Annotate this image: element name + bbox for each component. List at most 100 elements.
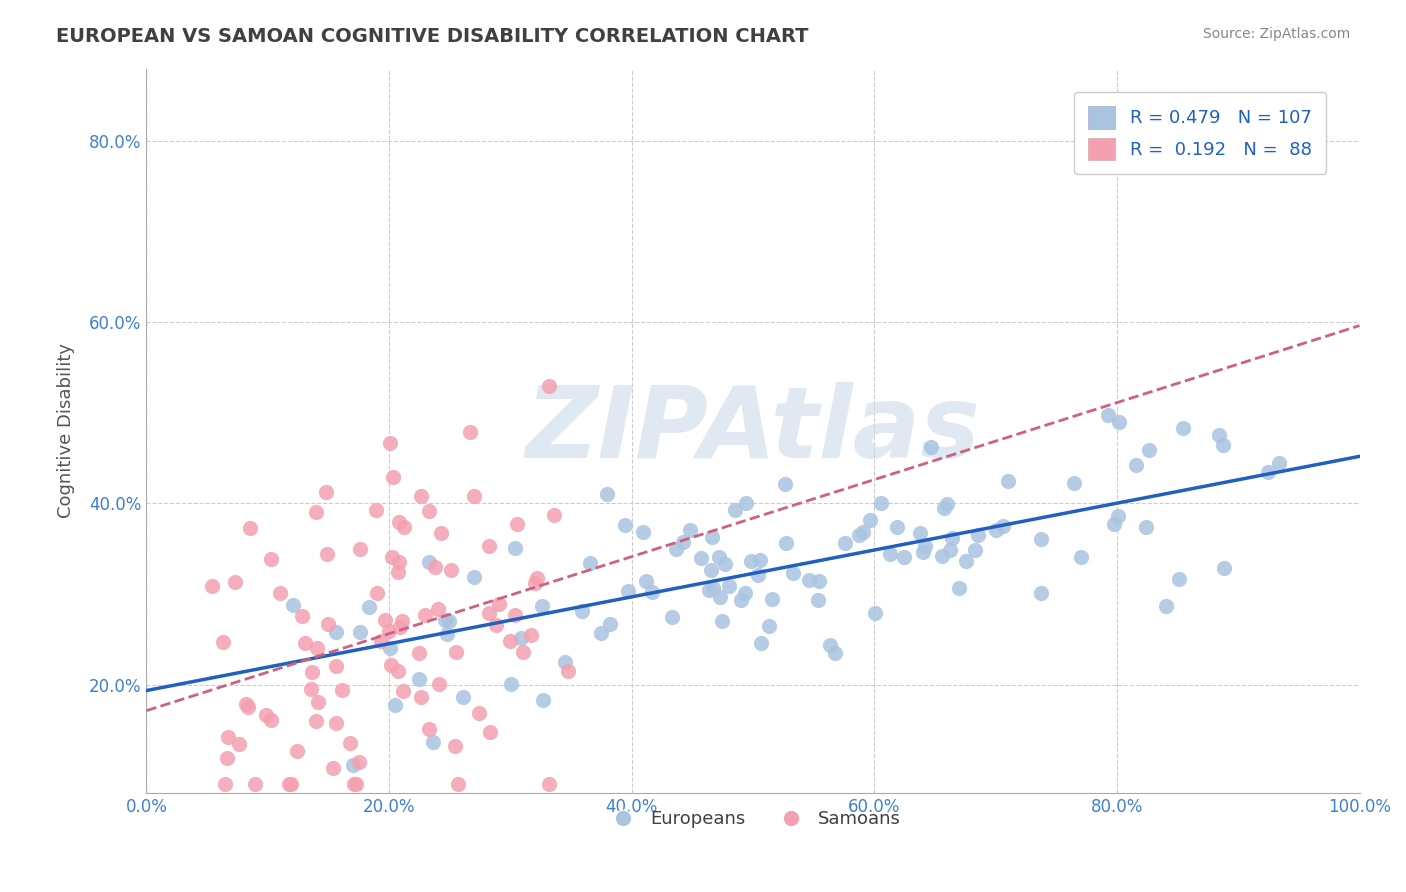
Y-axis label: Cognitive Disability: Cognitive Disability (58, 343, 75, 518)
Point (617, 583, 640, 598)
Point (631, 524, 654, 539)
Point (613, 518, 636, 533)
Point (710, 614, 733, 628)
Point (437, 614, 460, 628)
Text: EUROPEAN VS SAMOAN COGNITIVE DISABILITY CORRELATION CHART: EUROPEAN VS SAMOAN COGNITIVE DISABILITY … (56, 27, 808, 45)
Point (344, 777, 367, 791)
Point (388, 620, 411, 634)
Point (934, 501, 956, 516)
Point (447, 777, 470, 791)
Point (463, 489, 485, 503)
Point (408, 672, 430, 686)
Point (307, 694, 329, 708)
Point (749, 636, 772, 650)
Point (436, 627, 458, 641)
Point (468, 706, 491, 721)
Point (418, 555, 440, 569)
Text: ZIPAtlas: ZIPAtlas (526, 383, 980, 479)
Point (709, 591, 731, 605)
Point (315, 484, 337, 499)
Point (920, 440, 942, 454)
Point (589, 626, 612, 640)
Point (224, 575, 246, 590)
Point (201, 579, 224, 593)
Point (689, 550, 711, 565)
Point (1137, 443, 1160, 458)
Point (499, 634, 522, 648)
Point (384, 698, 406, 713)
Point (304, 714, 326, 728)
Point (578, 557, 600, 571)
Point (211, 635, 233, 649)
Point (391, 614, 413, 628)
Point (797, 573, 820, 587)
Point (1267, 456, 1289, 470)
Point (1212, 561, 1234, 575)
Point (260, 552, 283, 566)
Point (941, 531, 963, 545)
Point (1102, 517, 1125, 532)
Point (740, 554, 762, 568)
Point (714, 557, 737, 571)
Point (506, 516, 529, 531)
Point (1167, 573, 1189, 587)
Point (596, 486, 619, 500)
Point (1156, 599, 1178, 613)
Point (963, 542, 986, 557)
Point (1171, 421, 1194, 435)
Point (991, 519, 1014, 533)
Point (543, 508, 565, 522)
Point (254, 707, 277, 722)
Point (1257, 465, 1279, 479)
Point (378, 640, 401, 655)
Point (260, 713, 283, 727)
Point (387, 555, 409, 569)
Point (824, 646, 846, 660)
Point (707, 549, 730, 564)
Point (775, 536, 797, 550)
Point (478, 725, 501, 739)
Point (967, 528, 990, 542)
Point (863, 606, 886, 620)
Point (702, 581, 724, 595)
Point (235, 697, 257, 711)
Point (512, 645, 534, 659)
Point (509, 632, 531, 646)
Point (672, 534, 695, 549)
Point (1070, 549, 1092, 564)
Point (665, 542, 688, 557)
Point (808, 574, 831, 588)
Point (761, 592, 783, 607)
Point (411, 489, 433, 503)
Point (531, 693, 554, 707)
Point (893, 549, 915, 564)
Point (818, 638, 841, 652)
Point (277, 777, 299, 791)
Point (717, 579, 740, 593)
Point (661, 609, 683, 624)
Point (215, 751, 238, 765)
Point (859, 512, 882, 526)
Point (537, 379, 560, 393)
Point (484, 617, 506, 632)
Point (697, 583, 720, 598)
Point (634, 574, 657, 589)
Point (571, 604, 593, 618)
Point (1031, 586, 1053, 600)
Point (269, 586, 291, 600)
Point (243, 777, 266, 791)
Point (433, 613, 456, 627)
Point (879, 547, 901, 561)
Point (315, 547, 337, 561)
Point (422, 735, 444, 749)
Point (1107, 509, 1129, 524)
Point (411, 690, 433, 705)
Point (499, 677, 522, 691)
Point (443, 739, 465, 753)
Point (285, 744, 308, 758)
Point (478, 539, 501, 553)
Point (440, 563, 463, 577)
Point (834, 536, 856, 550)
Point (523, 576, 546, 591)
Point (1108, 415, 1130, 429)
